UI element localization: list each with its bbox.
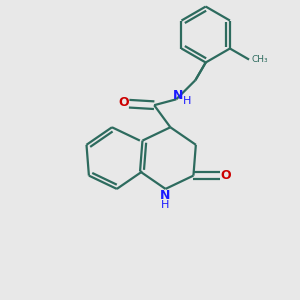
Text: N: N <box>172 89 183 102</box>
Text: CH₃: CH₃ <box>252 55 268 64</box>
Text: H: H <box>183 96 192 106</box>
Text: O: O <box>220 169 230 182</box>
Text: H: H <box>161 200 170 210</box>
Text: N: N <box>160 189 171 202</box>
Text: O: O <box>118 96 129 109</box>
